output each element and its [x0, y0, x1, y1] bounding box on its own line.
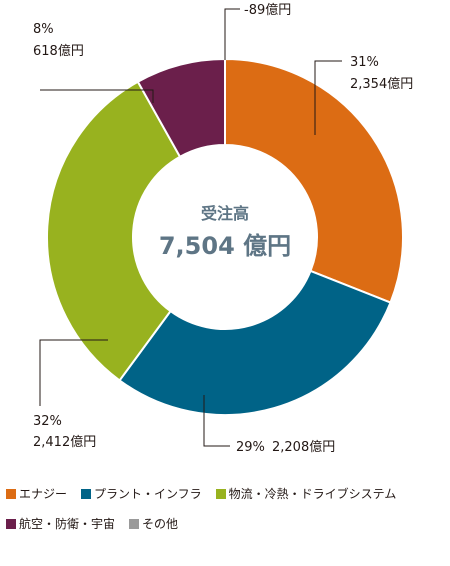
legend-label-other: その他 [142, 517, 179, 531]
data-label-plant-infra-percent: 29% [236, 440, 265, 455]
data-label-energy-percent: 31% [350, 55, 379, 70]
donut-slices [46, 57, 404, 416]
data-label-aerospace-percent: 8% [33, 22, 54, 37]
legend-item-energy: エナジー [6, 486, 67, 502]
legend-swatch-energy [6, 489, 16, 499]
legend-item-aerospace: 航空・防衛・宇宙 [6, 516, 115, 532]
legend-item-plant-infra: プラント・インフラ [81, 486, 202, 502]
legend-row: 航空・防衛・宇宙 その他 [6, 516, 446, 532]
data-label-energy-amount: 2,354億円 [350, 76, 413, 92]
legend-label-aerospace: 航空・防衛・宇宙 [19, 517, 116, 531]
legend-label-plant-infra: プラント・インフラ [94, 487, 202, 501]
legend-item-other: その他 [129, 516, 178, 532]
legend-swatch-aerospace [6, 519, 16, 529]
legend-swatch-logistics [215, 489, 226, 499]
leader-line-aerospace [40, 89, 154, 103]
data-label-other-amount: -89億円 [244, 2, 291, 18]
leader-line-logistics [39, 339, 108, 406]
legend-swatch-other [129, 519, 140, 529]
data-label-logistics-amount: 2,412億円 [33, 434, 96, 450]
donut-hole [133, 145, 317, 329]
legend-row: エナジー プラント・インフラ 物流・冷熱・ドライブシステム [6, 486, 446, 502]
legend-label-energy: エナジー [19, 487, 68, 501]
leader-line-plant-infra [203, 395, 230, 447]
legend-swatch-plant-infra [81, 489, 92, 499]
data-label-plant-infra-amount: 2,208億円 [272, 439, 335, 455]
center-total-value: 7,504 億円 [159, 232, 291, 260]
legend: エナジー プラント・インフラ 物流・冷熱・ドライブシステム 航空・防衛・宇宙 そ… [6, 486, 446, 546]
legend-item-logistics: 物流・冷熱・ドライブシステム [215, 486, 397, 502]
leader-line-energy [314, 60, 342, 135]
center-title: 受注高 [201, 204, 249, 223]
legend-label-logistics: 物流・冷熱・ドライブシステム [228, 487, 397, 501]
data-label-aerospace-amount: 618億円 [33, 43, 84, 59]
leader-line-other [224, 8, 240, 60]
data-label-logistics-percent: 32% [33, 414, 62, 429]
